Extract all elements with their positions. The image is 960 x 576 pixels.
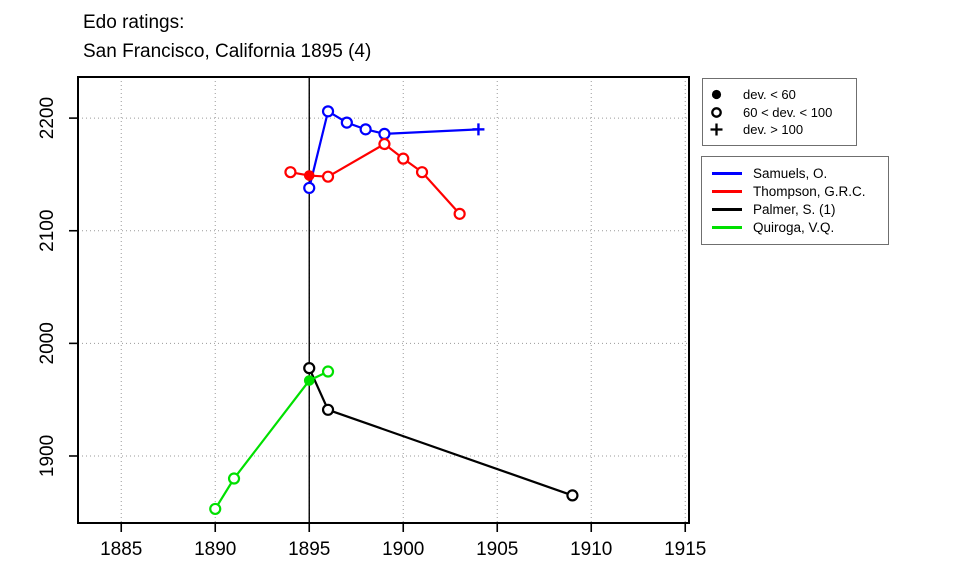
point-palmer-s-1896-open-circle-marker — [321, 403, 335, 416]
point-palmer-s-1909-open-circle-marker — [566, 489, 579, 502]
x-axis-label-1910: 1910 — [570, 539, 612, 560]
series-legend-label: Palmer, S. (1) — [753, 202, 836, 218]
series-color-swatch — [712, 226, 742, 230]
series-color-swatch — [712, 189, 742, 193]
series-line-palmer-s — [308, 367, 573, 497]
marker-legend-symbol — [706, 123, 726, 136]
open-circle-icon — [710, 106, 722, 118]
series-color-swatch — [712, 208, 742, 212]
point-quiroga-v-q-1890-open-circle-marker — [209, 502, 222, 516]
marker-legend-symbol — [706, 88, 726, 101]
series-color-swatch — [712, 171, 742, 175]
marker-legend-item: 60 < dev. < 100 — [703, 104, 856, 120]
marker-legend-label: 60 < dev. < 100 — [743, 104, 833, 120]
series-legend-item: Palmer, S. (1) — [702, 201, 888, 218]
chart-title: Edo ratings: San Francisco, California 1… — [83, 8, 371, 66]
y-axis-label-2100: 2100 — [37, 210, 58, 252]
marker-legend-label: dev. > 100 — [743, 121, 804, 137]
series-legend-item: Quiroga, V.Q. — [702, 219, 888, 236]
x-axis-label-1890: 1890 — [194, 539, 236, 560]
marker-legend-label: dev. < 60 — [743, 87, 796, 103]
series-legend: Samuels, O. Thompson, G.R.C. Palmer, S. (1… — [701, 156, 889, 245]
x-axis-label-1900: 1900 — [382, 539, 424, 560]
plot-border — [77, 76, 690, 524]
point-quiroga-v-q-1896-open-circle-marker — [321, 365, 335, 378]
point-samuels-o-1898-open-circle-marker — [359, 123, 372, 136]
series-line-thompson-g-r-c — [290, 142, 461, 215]
series-legend-label: Thompson, G.R.C. — [753, 183, 866, 199]
y-axis-label-2000: 2000 — [37, 322, 58, 364]
point-thompson-g-r-c-1896-open-circle-marker — [321, 170, 335, 183]
point-samuels-o-1896-open-circle-marker — [321, 105, 335, 118]
point-quiroga-v-q-1891-open-circle-marker — [227, 472, 241, 485]
point-thompson-g-r-c-1900-open-circle-marker — [397, 152, 410, 165]
point-palmer-s-1895-open-circle-marker — [303, 362, 316, 375]
chart-title-line2: San Francisco, California 1895 (4) — [83, 41, 372, 62]
x-axis-label-1885: 1885 — [100, 539, 142, 560]
point-samuels-o-1897-open-circle-marker — [340, 116, 353, 129]
marker-legend-symbol — [706, 106, 726, 119]
point-samuels-o-1895-open-circle-marker — [303, 181, 316, 195]
point-thompson-g-r-c-1901-open-circle-marker — [415, 166, 429, 179]
x-axis-label-1905: 1905 — [476, 539, 518, 560]
point-thompson-g-r-c-1894-open-circle-marker — [284, 166, 297, 179]
point-thompson-g-r-c-1895-filled-circle-marker — [303, 170, 315, 181]
point-samuels-o-1899-open-circle-marker — [378, 127, 391, 140]
y-axis-label-2200: 2200 — [37, 97, 58, 139]
series-legend-item: Thompson, G.R.C. — [702, 183, 888, 200]
chart-title-line1: Edo ratings: — [83, 12, 185, 33]
point-thompson-g-r-c-1903-open-circle-marker — [453, 207, 466, 220]
point-quiroga-v-q-1895-filled-circle-marker — [303, 375, 315, 386]
x-axis-label-1895: 1895 — [288, 539, 330, 560]
plus-icon — [710, 123, 722, 136]
filled-circle-icon — [711, 90, 721, 100]
marker-legend-item: dev. > 100 — [703, 121, 856, 137]
point-thompson-g-r-c-1899-open-circle-marker — [378, 137, 391, 151]
series-legend-label: Samuels, O. — [753, 165, 828, 181]
x-axis-label-1915: 1915 — [664, 539, 706, 560]
series-line-samuels-o — [308, 109, 479, 189]
y-axis-label-1900: 1900 — [37, 435, 58, 477]
series-legend-item: Samuels, O. — [702, 165, 888, 182]
series-legend-label: Quiroga, V.Q. — [753, 220, 835, 236]
marker-legend-item: dev. < 60 — [703, 87, 856, 103]
series-line-quiroga-v-q — [214, 370, 329, 510]
marker-legend: dev. < 60 60 < dev. < 100 dev. > 100 — [702, 78, 857, 146]
